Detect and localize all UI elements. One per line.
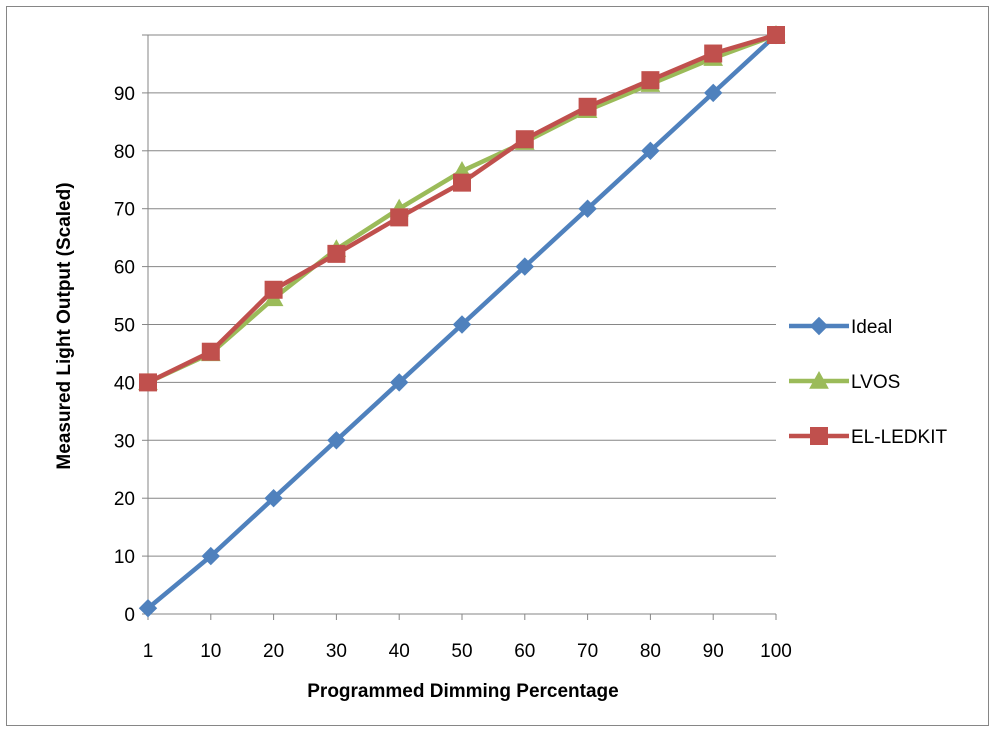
x-tick-label: 40 [389,641,410,662]
y-tick-label: 90 [114,84,135,105]
y-tick-label: 80 [114,142,135,163]
x-tick-label: 90 [703,641,724,662]
y-tick-label: 30 [114,431,135,452]
legend-marker-ideal [809,316,829,336]
y-tick-label: 10 [114,547,135,568]
data-point-el-ledkit [453,173,471,192]
y-tick-label: 20 [114,489,135,510]
y-tick-label: 70 [114,200,135,221]
x-tick-label: 10 [200,641,221,662]
x-tick-label: 80 [640,641,661,662]
legend-marker-el-ledkit [810,427,828,445]
x-tick-label: 100 [760,641,792,662]
x-tick-label: 60 [514,641,535,662]
legend-label-lvos: LVOS [851,372,900,393]
data-point-ideal [201,546,221,566]
data-point-ideal [578,199,597,218]
data-point-ideal [327,431,346,450]
data-point-el-ledkit [641,71,660,90]
data-point-ideal [264,488,283,508]
legend-marker-lvos [809,370,829,389]
x-tick-label: 1 [143,641,154,662]
data-point-el-ledkit [139,373,157,392]
data-point-ideal [515,257,535,276]
data-point-ideal [641,141,660,161]
x-tick-label: 70 [577,641,598,662]
data-point-el-ledkit [704,44,723,63]
y-tick-label: 40 [114,373,135,394]
tick-labels: 0 10 20 30 40 50 60 70 80 90 1 10 20 30 40 50 60 70 80 90 10… [114,84,792,662]
data-point-el-ledkit [390,208,409,227]
data-point-el-ledkit [578,97,597,116]
legend-label-el-ledkit: EL-LEDKIT [851,427,947,448]
data-point-el-ledkit [201,342,220,361]
data-point-ideal [703,83,723,103]
series-markers [138,24,786,618]
y-tick-label: 0 [124,605,135,626]
data-point-el-ledkit [515,130,534,149]
data-point-ideal [389,373,409,392]
chart-frame [6,6,989,726]
axes [142,34,777,620]
legend-label-ideal: Ideal [851,317,892,338]
data-point-ideal [138,599,158,618]
x-axis-title: Programmed Dimming Percentage [307,681,618,702]
data-point-el-ledkit [327,244,346,263]
x-tick-label: 50 [451,641,472,662]
x-tick-label: 20 [263,641,284,662]
y-axis-title: Measured Light Output (Scaled) [54,182,75,469]
data-point-ideal [452,315,472,334]
y-tick-label: 60 [114,258,135,279]
data-point-el-ledkit [767,26,785,44]
x-tick-label: 30 [326,641,347,662]
gridlines [148,34,776,557]
data-point-el-ledkit [264,280,283,299]
y-tick-label: 50 [114,316,135,337]
legend: Ideal LVOS EL-LEDKIT [789,316,947,448]
